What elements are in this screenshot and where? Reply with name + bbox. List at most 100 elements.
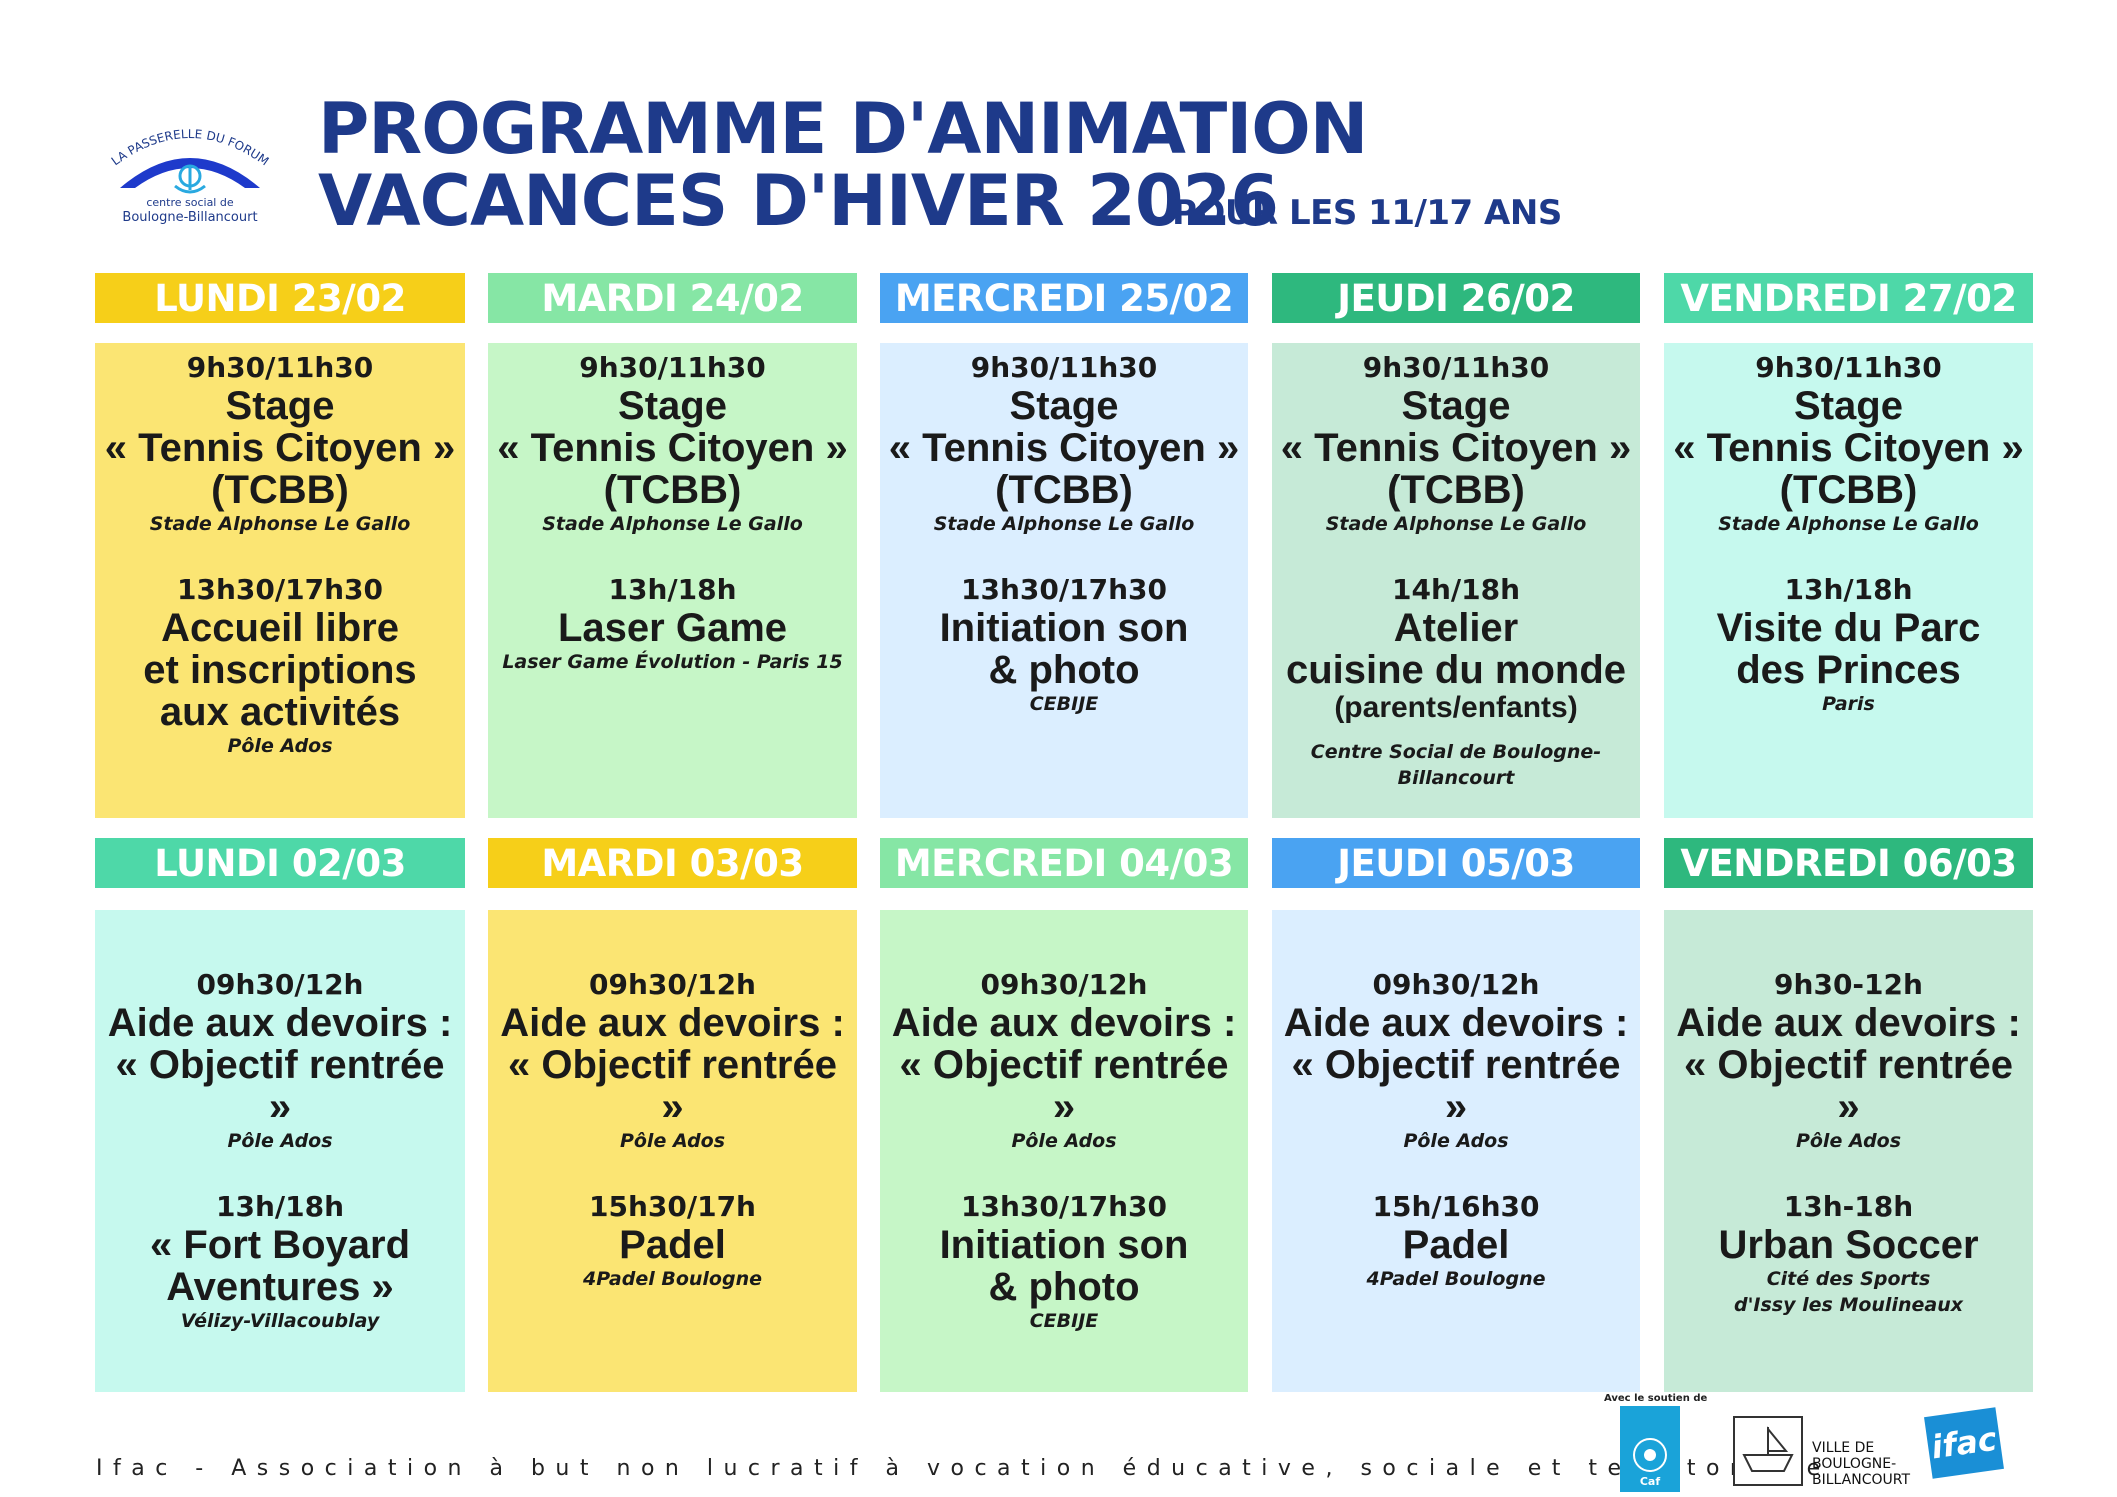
city-line1: VILLE DE	[1812, 1440, 1875, 1456]
logo-sub1: centre social de	[146, 196, 233, 209]
activity-title-line: Aide aux devoirs :	[891, 1001, 1237, 1045]
slot-time: 09h30/12h	[589, 968, 756, 1001]
activity-title-line: (TCBB)	[1779, 468, 1918, 512]
activity-location: 4Padel Boulogne	[582, 1268, 762, 1290]
activity-location: Pôle Ados	[1403, 1130, 1509, 1152]
activity-title-line: « Objectif rentrée »	[115, 1043, 445, 1129]
activity-title-line: & photo	[988, 1265, 1140, 1309]
activity-title-line: (TCBB)	[211, 468, 349, 512]
day-header: LUNDI 02/03	[95, 838, 465, 888]
activity-title-line: Visite du Parc	[1716, 606, 1981, 650]
activity-title-line: cuisine du monde	[1285, 648, 1627, 692]
activity-location: Stade Alphonse Le Gallo	[542, 513, 803, 535]
activity-subtitle: (parents/enfants)	[1334, 691, 1578, 724]
activity-title-line: Padel	[619, 1223, 726, 1267]
activity-location: CEBIJE	[1029, 693, 1099, 715]
activity-location: Stade Alphonse Le Gallo	[149, 513, 411, 535]
activity-location: Paris	[1822, 693, 1875, 715]
activity-title-line: « Tennis Citoyen »	[497, 426, 848, 470]
city-name: VILLE DE BOULOGNE- BILLANCOURT	[1812, 1440, 1910, 1488]
activity-title-line: « Objectif rentrée »	[507, 1043, 837, 1129]
activity-location: CEBIJE	[1029, 1310, 1099, 1332]
logo-sub2: Boulogne-Billancourt	[122, 210, 257, 225]
day-card: 9h30-12h Aide aux devoirs : « Objectif ren…	[1664, 910, 2033, 1392]
activity-title-line: « Objectif rentrée »	[899, 1043, 1229, 1129]
day-card: 9h30/11h30 Stage « Tennis Citoyen » (TCBB) S…	[95, 343, 465, 818]
activity-title-line: (TCBB)	[1387, 468, 1525, 512]
activity-title-line: aux activités	[159, 690, 401, 734]
activity-title-line: Aide aux devoirs :	[107, 1001, 453, 1045]
slot-time: 13h-18h	[1783, 1190, 1914, 1223]
activity-title-line: Padel	[1402, 1223, 1510, 1267]
slot-time: 14h/18h	[1391, 573, 1521, 606]
activity-title-line: Aventures »	[166, 1265, 394, 1309]
activity-title-line: Accueil libre	[161, 606, 399, 650]
day-header: JEUDI 05/03	[1272, 838, 1640, 888]
slot-time: 13h/18h	[215, 1190, 345, 1223]
day-card: 9h30/11h30 Stage « Tennis Citoyen » (TCBB) S…	[1272, 343, 1640, 818]
activity-title-line: (TCBB)	[995, 468, 1133, 512]
slot-time: 9h30/11h30	[186, 351, 374, 384]
slot-time: 09h30/12h	[196, 968, 364, 1001]
activity-location: Cité des Sports	[1766, 1268, 1931, 1290]
activity-location: Stade Alphonse Le Gallo	[1325, 513, 1587, 535]
slot-time: 09h30/12h	[1372, 968, 1540, 1001]
support-label: Avec le soutien de	[1604, 1393, 1708, 1404]
activity-location: Centre Social de Boulogne-Billancourt	[1310, 741, 1602, 789]
activity-title-line: Stage	[618, 384, 727, 428]
day-card: 9h30/11h30 Stage « Tennis Citoyen » (TCBB) S…	[488, 343, 857, 818]
day-header: VENDREDI 06/03	[1664, 838, 2033, 888]
activity-title-line: « Tennis Citoyen »	[888, 426, 1240, 470]
subtitle: POUR LES 11/17 ANS	[1172, 193, 1562, 233]
activity-location: Pôle Ados	[1011, 1130, 1117, 1152]
activity-title-line: « Tennis Citoyen »	[1280, 426, 1632, 470]
activity-location: Pôle Ados	[227, 1130, 333, 1152]
activity-title-line: Aide aux devoirs :	[500, 1001, 845, 1045]
centre-social-logo: LA PASSERELLE DU FORUM centre social de …	[105, 118, 275, 228]
activity-location: 4Padel Boulogne	[1366, 1268, 1546, 1290]
activity-title-line: et inscriptions	[143, 648, 417, 692]
day-card: 09h30/12h Aide aux devoirs : « Objectif re…	[880, 910, 1248, 1392]
city-line3: BILLANCOURT	[1812, 1472, 1911, 1488]
activity-location: Pôle Ados	[1795, 1130, 1902, 1152]
slot-time: 15h30/17h	[589, 1190, 756, 1223]
city-emblem-icon	[1732, 1415, 1804, 1487]
activity-title-line: Atelier	[1393, 606, 1519, 650]
activity-title-line: « Fort Boyard	[149, 1223, 411, 1267]
day-card: 09h30/12h Aide aux devoirs : « Objectif re…	[488, 910, 857, 1392]
activity-location: Pôle Ados	[227, 735, 333, 757]
activity-location-line2: d'Issy les Moulineaux	[1734, 1294, 1963, 1316]
activity-title-line: & photo	[988, 648, 1140, 692]
activity-title-line: « Tennis Citoyen »	[1673, 426, 2024, 470]
day-header: JEUDI 26/02	[1272, 273, 1640, 323]
activity-title-line: Initiation son	[939, 1223, 1189, 1267]
activity-title-line: « Objectif rentrée »	[1291, 1043, 1621, 1129]
slot-time: 9h30/11h30	[1362, 351, 1550, 384]
activity-title-line: Aide aux devoirs :	[1283, 1001, 1629, 1045]
day-card: 9h30/11h30 Stage « Tennis Citoyen » (TCBB) S…	[880, 343, 1248, 818]
caf-text: Caf	[1639, 1475, 1661, 1488]
activity-title-line: Stage	[225, 384, 335, 428]
activity-location: Stade Alphonse Le Gallo	[1718, 513, 1979, 535]
activity-title-line: « Objectif rentrée »	[1683, 1043, 2013, 1129]
slot-time: 9h30/11h30	[1755, 351, 1942, 384]
activity-location: Vélizy-Villacoublay	[180, 1310, 380, 1332]
footer-association-text: Ifac - Association à but non lucratif à …	[96, 1456, 1831, 1481]
title-line1: PROGRAMME D'ANIMATION	[318, 88, 1368, 170]
slot-time: 9h30/11h30	[579, 351, 766, 384]
day-card: 09h30/12h Aide aux devoirs : « Objectif re…	[1272, 910, 1640, 1392]
city-line2: BOULOGNE-	[1812, 1456, 1897, 1472]
activity-location: Laser Game Évolution - Paris 15	[502, 651, 843, 673]
day-header: VENDREDI 27/02	[1664, 273, 2033, 323]
caf-emblem-icon	[1633, 1438, 1667, 1472]
activity-title-line: « Tennis Citoyen »	[104, 426, 456, 470]
day-header: MARDI 24/02	[488, 273, 857, 323]
day-header: MERCREDI 04/03	[880, 838, 1248, 888]
activity-title-line: Stage	[1794, 384, 1903, 428]
slot-time: 13h30/17h30	[961, 573, 1167, 606]
slot-time: 9h30-12h	[1774, 968, 1923, 1001]
day-header: LUNDI 23/02	[95, 273, 465, 323]
activity-location: Pôle Ados	[619, 1130, 726, 1152]
day-header: MARDI 03/03	[488, 838, 857, 888]
caf-logo: Caf	[1620, 1406, 1680, 1492]
